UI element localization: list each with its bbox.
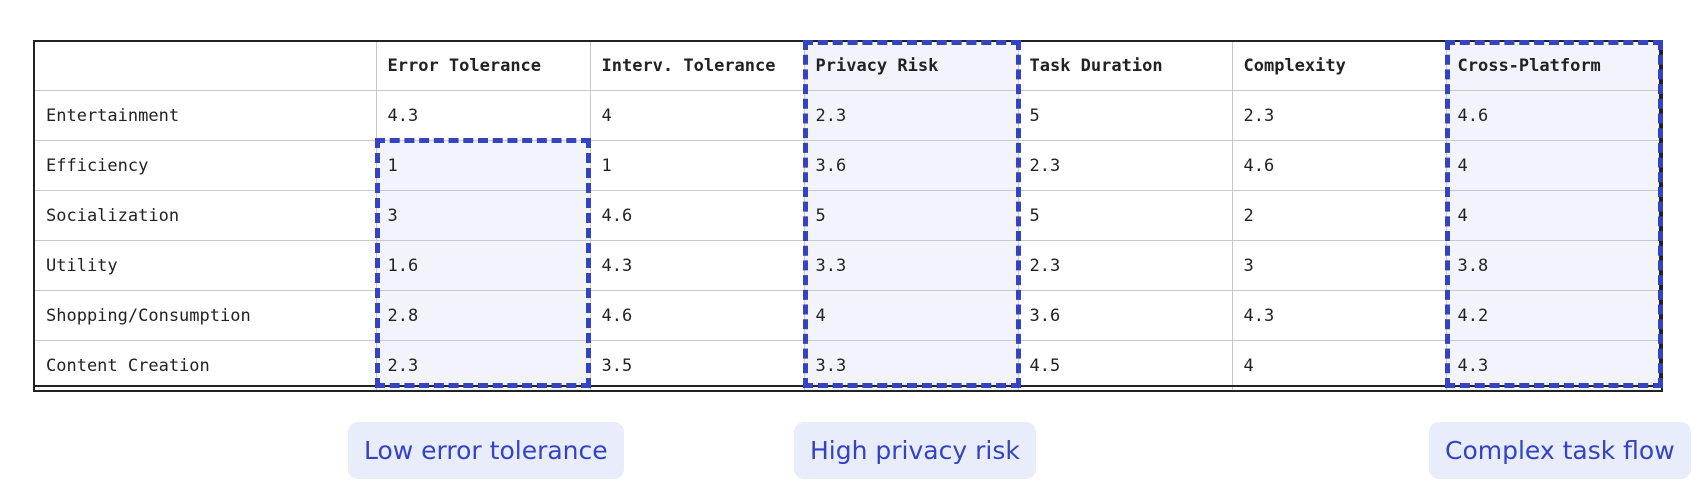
header-corner-cell bbox=[33, 40, 377, 91]
table-header-row: Error Tolerance Interv. Tolerance Privac… bbox=[33, 40, 1663, 91]
table-cell: 3.3 bbox=[803, 240, 1019, 291]
table-cell: 2.3 bbox=[1017, 240, 1233, 291]
table-cell: 4.3 bbox=[375, 90, 591, 141]
table-cell: 3.6 bbox=[803, 140, 1019, 191]
table-cell: 2.3 bbox=[1231, 90, 1447, 141]
table-row: Entertainment 4.3 4 2.3 5 2.3 4.6 bbox=[33, 90, 1663, 141]
header-error-tolerance: Error Tolerance bbox=[375, 40, 591, 91]
table-cell: 4 bbox=[1445, 190, 1663, 241]
table-cell: 3.8 bbox=[1445, 240, 1663, 291]
table-cell: 4.6 bbox=[1231, 140, 1447, 191]
comparison-table: Error Tolerance Interv. Tolerance Privac… bbox=[33, 40, 1663, 392]
table-cell: 5 bbox=[803, 190, 1019, 241]
table-cell: 2.3 bbox=[1017, 140, 1233, 191]
table-cell: 4.6 bbox=[589, 190, 805, 241]
table-cell: 4.5 bbox=[1017, 340, 1233, 392]
header-privacy-risk: Privacy Risk bbox=[803, 40, 1019, 91]
table-cell: 2 bbox=[1231, 190, 1447, 241]
table-row: Content Creation 2.3 3.5 3.3 4.5 4 4.3 bbox=[33, 340, 1663, 392]
row-label: Shopping/Consumption bbox=[33, 290, 377, 341]
table-cell: 5 bbox=[1017, 90, 1233, 141]
table-cell: 4 bbox=[589, 90, 805, 141]
low-error-tolerance-label: Low error tolerance bbox=[348, 422, 624, 479]
row-label: Content Creation bbox=[33, 340, 377, 392]
table-cell: 2.3 bbox=[375, 340, 591, 392]
row-label: Entertainment bbox=[33, 90, 377, 141]
comparison-table-container: Error Tolerance Interv. Tolerance Privac… bbox=[33, 40, 1663, 392]
table-cell: 4.6 bbox=[589, 290, 805, 341]
table-cell: 3 bbox=[1231, 240, 1447, 291]
table-cell: 2.8 bbox=[375, 290, 591, 341]
row-label: Utility bbox=[33, 240, 377, 291]
table-cell: 5 bbox=[1017, 190, 1233, 241]
table-cell: 4.3 bbox=[589, 240, 805, 291]
row-label: Efficiency bbox=[33, 140, 377, 191]
table-cell: 4 bbox=[1231, 340, 1447, 392]
table-cell: 3.5 bbox=[589, 340, 805, 392]
header-cross-platform: Cross-Platform bbox=[1445, 40, 1663, 91]
table-cell: 4.3 bbox=[1231, 290, 1447, 341]
table-row: Efficiency 1 1 3.6 2.3 4.6 4 bbox=[33, 140, 1663, 191]
table-cell: 4 bbox=[803, 290, 1019, 341]
header-complexity: Complexity bbox=[1231, 40, 1447, 91]
header-interv-tolerance: Interv. Tolerance bbox=[589, 40, 805, 91]
table-cell: 1.6 bbox=[375, 240, 591, 291]
table-row: Socialization 3 4.6 5 5 2 4 bbox=[33, 190, 1663, 241]
table-cell: 1 bbox=[589, 140, 805, 191]
table-cell: 4.2 bbox=[1445, 290, 1663, 341]
table-row: Utility 1.6 4.3 3.3 2.3 3 3.8 bbox=[33, 240, 1663, 291]
header-task-duration: Task Duration bbox=[1017, 40, 1233, 91]
complex-task-flow-label: Complex task flow bbox=[1429, 422, 1691, 479]
table-cell: 2.3 bbox=[803, 90, 1019, 141]
table-cell: 4.6 bbox=[1445, 90, 1663, 141]
table-cell: 3 bbox=[375, 190, 591, 241]
high-privacy-risk-label: High privacy risk bbox=[794, 422, 1036, 479]
table-cell: 4.3 bbox=[1445, 340, 1663, 392]
row-label: Socialization bbox=[33, 190, 377, 241]
table-row: Shopping/Consumption 2.8 4.6 4 3.6 4.3 4… bbox=[33, 290, 1663, 341]
table-cell: 1 bbox=[375, 140, 591, 191]
table-cell: 3.6 bbox=[1017, 290, 1233, 341]
table-cell: 3.3 bbox=[803, 340, 1019, 392]
table-cell: 4 bbox=[1445, 140, 1663, 191]
